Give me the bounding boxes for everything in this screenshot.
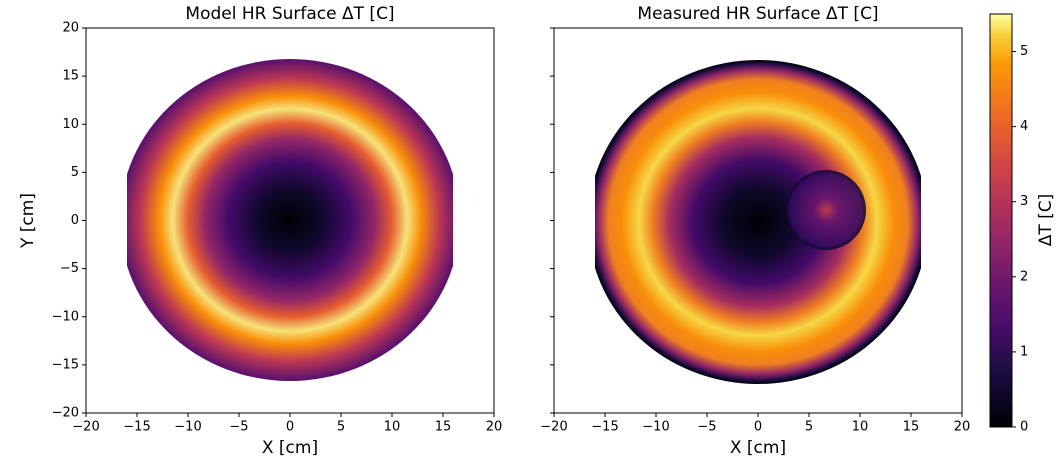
x-tick-label: −5	[229, 420, 248, 435]
colorbar-tick-label: 3	[1020, 194, 1028, 209]
colorbar-tick-label: 0	[1020, 420, 1028, 435]
x-tick-label: −20	[72, 420, 99, 435]
x-tick-label: −10	[642, 420, 669, 435]
y-axis-label: Y [cm]	[18, 193, 38, 249]
y-tick-label: −20	[52, 406, 79, 421]
y-tick-label: 0	[71, 213, 79, 228]
x-tick-label: 10	[384, 420, 401, 435]
y-tick-label: −10	[52, 309, 79, 324]
x-axis-label: X [cm]	[262, 438, 318, 458]
y-tick-label: −5	[60, 261, 79, 276]
x-tick-label: 0	[286, 420, 294, 435]
colorbar-tick-label: 4	[1020, 119, 1028, 134]
colorbar-tick-label: 1	[1020, 344, 1028, 359]
y-tick-label: 5	[71, 165, 79, 180]
x-axis-label: X [cm]	[730, 438, 786, 458]
x-tick-label: −20	[540, 420, 567, 435]
x-tick-label: −15	[123, 420, 150, 435]
measured-feature	[786, 170, 866, 250]
model-image	[120, 59, 460, 381]
x-tick-label: 20	[954, 420, 971, 435]
colorbar-label: ΔT [C]	[1036, 194, 1056, 247]
x-tick-label: 20	[486, 420, 503, 435]
x-tick-label: 5	[805, 420, 813, 435]
x-tick-label: 15	[903, 420, 920, 435]
y-tick-label: 20	[62, 21, 79, 36]
x-tick-label: −15	[591, 420, 618, 435]
chart-title: Model HR Surface ΔT [C]	[185, 4, 394, 24]
figure: Model HR Surface ΔT [C] X [cm] Y [cm] −20 −1…	[0, 0, 1059, 460]
colorbar-tick-label: 2	[1020, 269, 1028, 284]
x-tick-label: −10	[174, 420, 201, 435]
y-tick-label: 10	[62, 117, 79, 132]
y-tick-label: −15	[52, 357, 79, 372]
colorbar	[990, 14, 1012, 427]
measured-image	[588, 60, 928, 384]
x-tick-label: 5	[337, 420, 345, 435]
x-tick-label: −5	[697, 420, 716, 435]
chart-title: Measured HR Surface ΔT [C]	[637, 4, 878, 24]
y-tick-label: 15	[62, 69, 79, 84]
x-tick-label: 15	[435, 420, 452, 435]
x-tick-label: 0	[754, 420, 762, 435]
x-tick-label: 10	[852, 420, 869, 435]
colorbar-tick-label: 5	[1020, 44, 1028, 59]
